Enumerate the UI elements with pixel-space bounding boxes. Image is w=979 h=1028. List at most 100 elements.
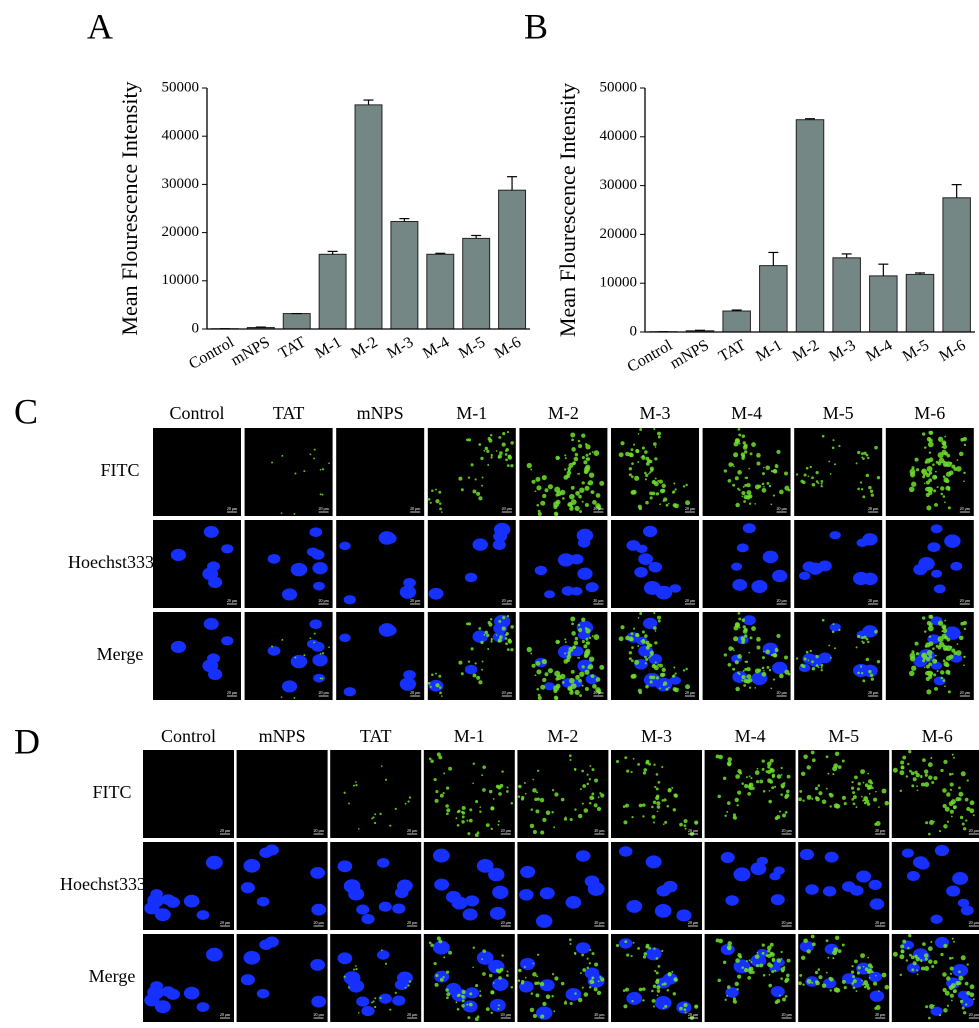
green-signal <box>658 436 661 439</box>
nucleus <box>310 959 325 971</box>
green-signal <box>733 452 738 457</box>
green-signal <box>811 751 815 755</box>
nucleus <box>221 636 233 645</box>
green-signal <box>671 787 673 789</box>
green-signal <box>435 489 437 491</box>
green-signal <box>916 785 918 787</box>
green-signal <box>868 963 872 967</box>
micrograph: 20 μm <box>703 428 791 516</box>
green-signal <box>755 669 760 674</box>
green-signal <box>893 768 898 773</box>
green-signal <box>749 775 751 777</box>
nucleus <box>356 904 369 914</box>
green-signal <box>949 773 952 776</box>
green-signal <box>506 974 509 977</box>
green-signal <box>779 490 784 495</box>
green-signal <box>469 1003 473 1007</box>
green-signal <box>951 799 956 804</box>
green-signal <box>939 1014 941 1016</box>
green-signal <box>900 974 902 976</box>
green-signal <box>589 765 591 767</box>
green-signal <box>928 833 931 836</box>
green-signal <box>533 1014 537 1018</box>
green-signal <box>943 645 945 647</box>
green-signal <box>779 674 784 679</box>
green-signal <box>654 665 659 670</box>
image-background <box>237 750 328 838</box>
green-signal <box>585 486 590 491</box>
green-signal <box>482 477 484 479</box>
green-signal <box>579 488 584 493</box>
error-bar <box>878 264 888 276</box>
green-signal <box>834 647 836 649</box>
scale-bar-label: 20 μm <box>969 920 979 925</box>
green-signal <box>949 646 952 649</box>
green-signal <box>732 668 735 671</box>
green-signal <box>508 455 512 459</box>
green-signal <box>439 686 442 689</box>
green-signal <box>482 765 486 769</box>
green-signal <box>535 477 540 482</box>
nucleus <box>570 554 583 564</box>
green-signal <box>741 782 744 785</box>
green-signal <box>506 790 509 793</box>
green-signal <box>502 627 506 631</box>
nucleus <box>434 879 449 891</box>
micrograph: 20 μm <box>794 612 882 700</box>
nucleus <box>155 908 171 921</box>
green-signal <box>629 651 632 654</box>
nucleus <box>311 996 326 1008</box>
green-signal <box>554 696 558 700</box>
green-signal <box>477 831 480 834</box>
green-signal <box>756 462 760 466</box>
green-signal <box>381 949 383 951</box>
green-signal <box>963 480 965 482</box>
micrograph: 20 μm <box>611 842 702 930</box>
green-signal <box>584 654 588 658</box>
green-signal <box>462 999 465 1002</box>
green-signal <box>951 1000 953 1002</box>
nucleus <box>171 641 186 653</box>
green-signal <box>572 646 575 649</box>
green-signal <box>934 503 938 507</box>
green-signal <box>584 470 588 474</box>
green-signal <box>672 675 675 678</box>
green-signal <box>661 950 663 952</box>
green-signal <box>928 775 933 780</box>
green-signal <box>673 483 675 485</box>
green-signal <box>932 647 935 650</box>
green-signal <box>599 976 601 978</box>
green-signal <box>469 819 473 823</box>
green-signal <box>372 816 374 818</box>
green-signal <box>650 680 653 683</box>
row-label: FITC <box>92 782 131 802</box>
bar <box>283 314 310 329</box>
green-signal <box>574 992 576 994</box>
green-signal <box>482 949 486 953</box>
green-signal <box>942 972 947 977</box>
green-signal <box>582 784 586 788</box>
green-signal <box>575 690 580 695</box>
row-label: FITC <box>100 460 139 480</box>
green-signal <box>479 994 481 996</box>
green-signal <box>925 1005 928 1008</box>
row-label: Merge <box>97 644 144 664</box>
micrograph: 20 μm <box>892 750 979 838</box>
green-signal <box>385 779 387 781</box>
green-signal <box>379 813 381 815</box>
green-signal <box>911 666 916 671</box>
green-signal <box>876 821 881 826</box>
green-signal <box>734 442 739 447</box>
green-signal <box>532 664 536 668</box>
nucleus <box>853 572 869 585</box>
green-signal <box>810 466 812 468</box>
green-signal <box>945 663 949 667</box>
green-signal <box>913 777 917 781</box>
green-signal <box>683 824 686 827</box>
green-signal <box>830 657 832 659</box>
green-signal <box>788 673 791 676</box>
green-signal <box>490 990 494 994</box>
green-signal <box>498 792 502 796</box>
nucleus <box>961 905 974 915</box>
green-signal <box>804 473 807 476</box>
